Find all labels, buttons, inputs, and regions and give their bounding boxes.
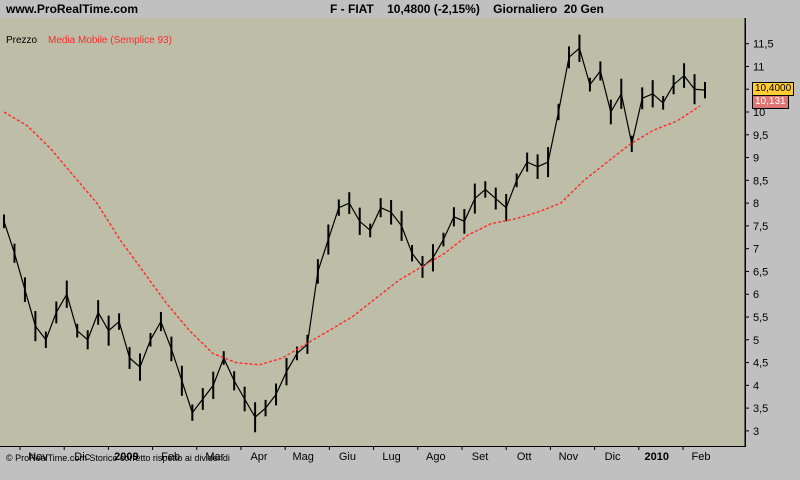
y-tick-label: 5,5 (753, 312, 768, 324)
x-tick-label: Giu (339, 451, 356, 463)
x-tick-label: 2010 (645, 451, 669, 463)
y-tick-label: 11 (753, 61, 764, 73)
y-tick-label: 3,5 (753, 403, 768, 415)
x-tick-label: Feb (161, 451, 180, 463)
y-tick-label: 6 (753, 289, 759, 301)
x-tick-label: Ott (517, 451, 532, 463)
legend-price-label: Prezzo (6, 35, 38, 46)
x-tick-label: Mar (205, 451, 224, 463)
y-tick-label: 6,5 (753, 266, 768, 278)
x-tick-label: Set (472, 451, 489, 463)
x-tick-label: Lug (382, 451, 400, 463)
x-tick-label: Nov (28, 451, 48, 463)
last-ma-tag: 10,131 (752, 95, 789, 109)
y-tick-label: 7 (753, 244, 759, 256)
x-tick-label: Nov (559, 451, 579, 463)
x-tick-label: Apr (250, 451, 267, 463)
x-tick-label: Mag (292, 451, 313, 463)
x-tick-label: Ago (426, 451, 446, 463)
y-tick-label: 10 (753, 107, 765, 119)
x-tick-label: Dic (74, 451, 90, 463)
y-tick-label: 5 (753, 335, 759, 347)
x-tick-label: Dic (605, 451, 621, 463)
x-tick-label: Feb (692, 451, 711, 463)
title-bar: www.ProRealTime.com F - FIAT 10,4800 (-2… (0, 0, 800, 18)
y-tick-label: 3 (753, 426, 759, 438)
chart-title: F - FIAT 10,4800 (-2,15%) Giornaliero 20… (330, 2, 604, 16)
y-tick-label: 9 (753, 153, 759, 165)
y-tick-label: 8,5 (753, 175, 768, 187)
price-line (3, 47, 706, 419)
y-tick-label: 9,5 (753, 130, 768, 142)
y-tick-label: 4,5 (753, 358, 768, 370)
legend-ma-label: Media Mobile (Semplice 93) (48, 35, 172, 46)
y-tick-label: 11,5 (753, 39, 774, 51)
y-tick-label: 8 (753, 198, 759, 210)
copyright-text: © ProRealTime.com Storico corretto rispe… (6, 453, 230, 463)
x-tick-label: 2009 (114, 451, 138, 463)
y-tick-label: 4 (753, 380, 759, 392)
last-price-tag: 10,4000 (752, 82, 795, 96)
site-url[interactable]: www.ProRealTime.com (6, 2, 139, 16)
y-tick-label: 7,5 (753, 221, 768, 233)
